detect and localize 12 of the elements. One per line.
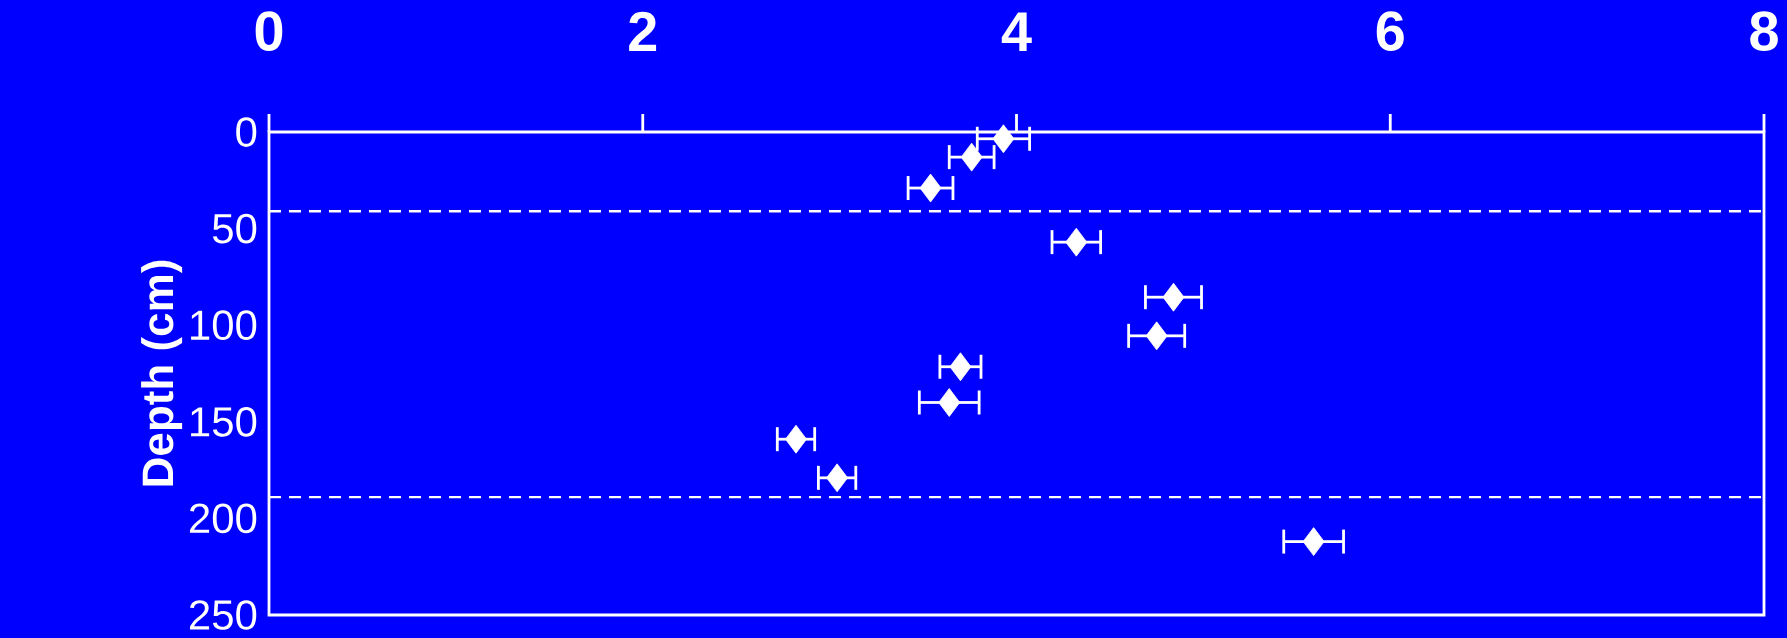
y-tick-label: 0	[236, 117, 257, 147]
y-axis-title: Depth (cm)	[141, 260, 183, 486]
x-tick-label: 0	[255, 11, 283, 51]
y-tick-label: 150	[191, 406, 257, 437]
y-tick-label: 200	[189, 503, 257, 534]
x-tick-label: 8	[1750, 11, 1778, 51]
y-tick-label: 100	[191, 310, 257, 341]
x-tick-label: 2	[629, 11, 657, 51]
y-tick-label: 50	[212, 213, 257, 244]
y-tick-label: 250	[189, 600, 257, 630]
x-tick-label: 4	[1001, 12, 1032, 51]
x-tick-label: 6	[1376, 11, 1404, 51]
